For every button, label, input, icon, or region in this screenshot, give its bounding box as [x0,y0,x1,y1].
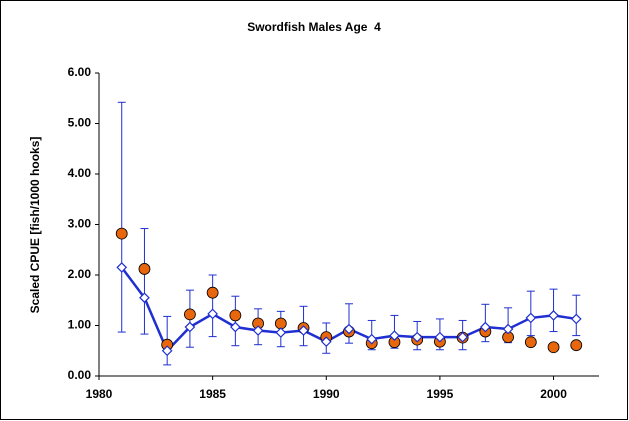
y-tick-label: 5.00 [68,116,92,130]
diamond-marker [139,292,150,304]
diamond-marker [161,345,173,357]
error-bar [117,101,126,333]
y-tick-label: 2.00 [68,267,92,281]
circle-marker [524,336,537,349]
diamond-marker [525,312,537,324]
diamond-marker [411,331,423,343]
diamond-marker [252,325,264,336]
diamond-marker [320,336,332,348]
diamond-marker [434,331,446,343]
chart-title: Swordfish Males Age 4 [247,20,381,34]
x-tick-label: 1990 [313,387,340,401]
diamond-marker [457,331,468,343]
diamond-marker [570,313,582,325]
diamond-marker [389,330,400,341]
diamond-marker [502,323,514,335]
diamond-marker [548,310,559,321]
circle-marker [547,341,560,354]
y-tick-label: 4.00 [68,166,92,180]
x-tick-label: 1995 [427,387,454,401]
circle-marker [206,286,219,299]
error-bar [140,228,149,335]
circle-marker [184,308,196,321]
x-tick-label: 2000 [540,387,567,401]
y-tick-label: 3.00 [68,217,92,231]
diamond-marker [230,321,241,333]
y-axis-label: Scaled CPUE [fish/1000 hooks] [28,137,42,314]
diamond-marker [184,321,196,333]
diamond-marker [343,323,355,335]
circle-marker [570,339,583,352]
y-tick-label: 1.00 [68,318,92,332]
y-tick-label: 0.00 [68,368,92,382]
diamond-marker [480,321,491,333]
diamond-marker [366,333,378,345]
diamond-marker [298,325,309,336]
circle-marker [115,227,128,240]
x-tick-label: 1980 [86,387,113,401]
circle-marker [229,309,242,322]
diamond-marker [116,262,128,273]
x-tick-label: 1985 [199,387,226,401]
y-tick-label: 6.00 [68,65,92,79]
error-bar [208,274,217,338]
circle-marker [138,263,151,275]
diamond-marker [275,327,287,338]
diamond-marker [207,308,218,320]
